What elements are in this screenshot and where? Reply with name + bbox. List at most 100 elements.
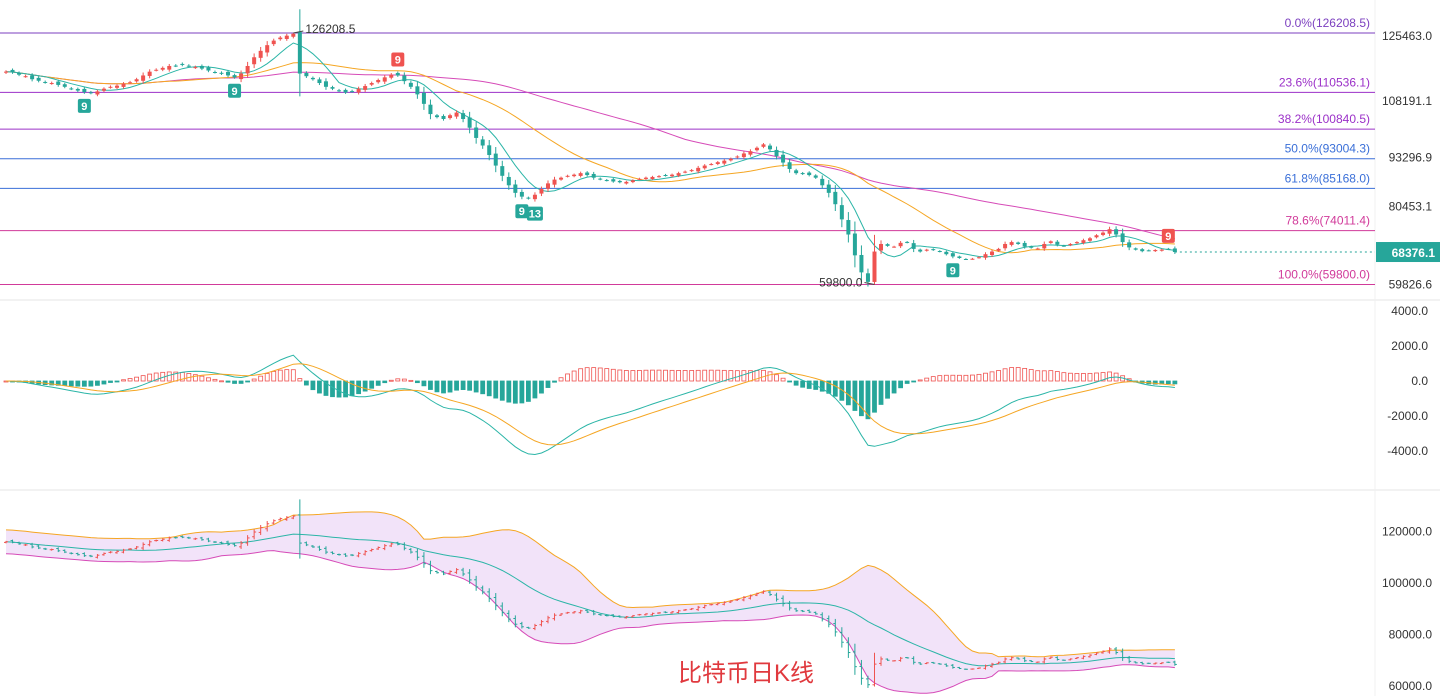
- macd-dea-line: [6, 363, 1175, 446]
- candle-body: [10, 69, 15, 73]
- candle-body: [741, 153, 746, 158]
- fib-label-6: 100.0%(59800.0): [1278, 268, 1370, 282]
- candle-body: [402, 75, 407, 82]
- candle-body: [539, 189, 544, 194]
- ohlc-bar: [670, 611, 675, 614]
- ohlc-bar: [1016, 657, 1021, 660]
- ohlc-bar: [415, 548, 420, 561]
- candle: [239, 70, 244, 83]
- candle-body: [219, 72, 224, 74]
- macd-bar: [989, 371, 995, 382]
- ohlc-bar: [715, 602, 720, 606]
- ohlc-bar: [905, 656, 910, 659]
- macd-bar: [1165, 380, 1171, 385]
- ma-long-line: [5, 71, 1176, 240]
- macd-bar: [395, 378, 401, 382]
- candle-body: [108, 86, 113, 88]
- ohlc-bar: [950, 663, 955, 669]
- candle: [813, 174, 818, 179]
- macd-bar: [565, 373, 570, 382]
- candle-body: [565, 175, 570, 177]
- macd-bar: [943, 374, 949, 382]
- macd-bar: [787, 380, 792, 383]
- candle: [297, 9, 302, 97]
- ohlc-bar: [879, 656, 884, 666]
- candle: [278, 36, 283, 41]
- ohlc-bar: [689, 607, 694, 611]
- macd-bar: [983, 372, 988, 382]
- candle-body: [970, 258, 975, 260]
- ohlc-bar: [604, 614, 609, 617]
- ohlc-bar: [545, 615, 550, 624]
- ohlc-bar: [859, 659, 864, 685]
- macd-bar: [108, 380, 113, 383]
- candle-body: [924, 249, 929, 251]
- candle: [101, 87, 106, 93]
- ohlc-bar: [193, 537, 198, 540]
- ohlc-bar: [722, 601, 727, 606]
- ohlc-bar: [239, 541, 244, 549]
- low-label: 59800.0: [819, 276, 863, 290]
- ohlc-bar: [591, 609, 596, 616]
- macd-bar: [460, 380, 466, 390]
- macd-bar: [388, 379, 394, 382]
- candle-body: [670, 174, 675, 177]
- ohlc-bar: [219, 541, 224, 545]
- candle-body: [1068, 243, 1073, 246]
- ohlc-bar: [154, 539, 159, 542]
- macd-bar: [930, 376, 936, 382]
- candle: [461, 109, 466, 123]
- candle-body: [95, 91, 100, 95]
- candle-body: [957, 256, 962, 258]
- ohlc-bar: [963, 668, 968, 670]
- ohlc-bar: [728, 600, 733, 603]
- ohlc-bar: [252, 529, 257, 540]
- candle: [728, 157, 733, 162]
- macd-bar: [597, 367, 603, 382]
- candle-body: [245, 65, 250, 74]
- candle: [545, 180, 550, 192]
- ohlc-bar: [23, 543, 28, 546]
- candle-body: [552, 179, 557, 185]
- macd-bar: [473, 380, 479, 393]
- ohlc-bar: [323, 546, 328, 555]
- candle-body: [173, 65, 178, 67]
- candle: [356, 86, 361, 95]
- candle-body: [323, 81, 328, 87]
- fib-label-1: 23.6%(110536.1): [1279, 75, 1370, 89]
- candle: [715, 161, 720, 166]
- fib-label-4: 61.8%(85168.0): [1285, 171, 1370, 185]
- candle-body: [506, 176, 511, 186]
- candle: [519, 189, 524, 200]
- candle-body: [715, 162, 720, 164]
- candle-body: [1074, 242, 1079, 244]
- td-marker-label: 9: [1165, 231, 1171, 243]
- candle-body: [154, 69, 159, 71]
- candle-body: [23, 76, 28, 78]
- macd-bar: [499, 380, 505, 401]
- candle: [62, 82, 67, 89]
- candle-body: [781, 154, 786, 163]
- candle: [369, 81, 374, 87]
- ohlc-bar: [1107, 647, 1112, 654]
- candle-body: [807, 172, 812, 176]
- ohlc-bar: [578, 609, 583, 614]
- ohlc-bar: [539, 619, 544, 627]
- candle: [768, 143, 773, 152]
- candle: [69, 87, 74, 91]
- candle-body: [330, 87, 335, 89]
- candle: [572, 173, 577, 178]
- ohlc-bar: [454, 568, 459, 574]
- macd-tick-4: -4000.0: [1387, 444, 1428, 458]
- bollinger-panel: [4, 499, 1177, 694]
- candle: [17, 71, 22, 77]
- ohlc-bar: [147, 540, 152, 547]
- candle: [598, 177, 603, 181]
- macd-bar: [898, 380, 904, 389]
- candle-body: [1087, 238, 1092, 241]
- fib-label-0: 0.0%(126208.5): [1285, 16, 1370, 30]
- candle: [1159, 248, 1164, 252]
- td-marker-badge: [1161, 228, 1175, 243]
- ohlc-bar: [75, 552, 80, 556]
